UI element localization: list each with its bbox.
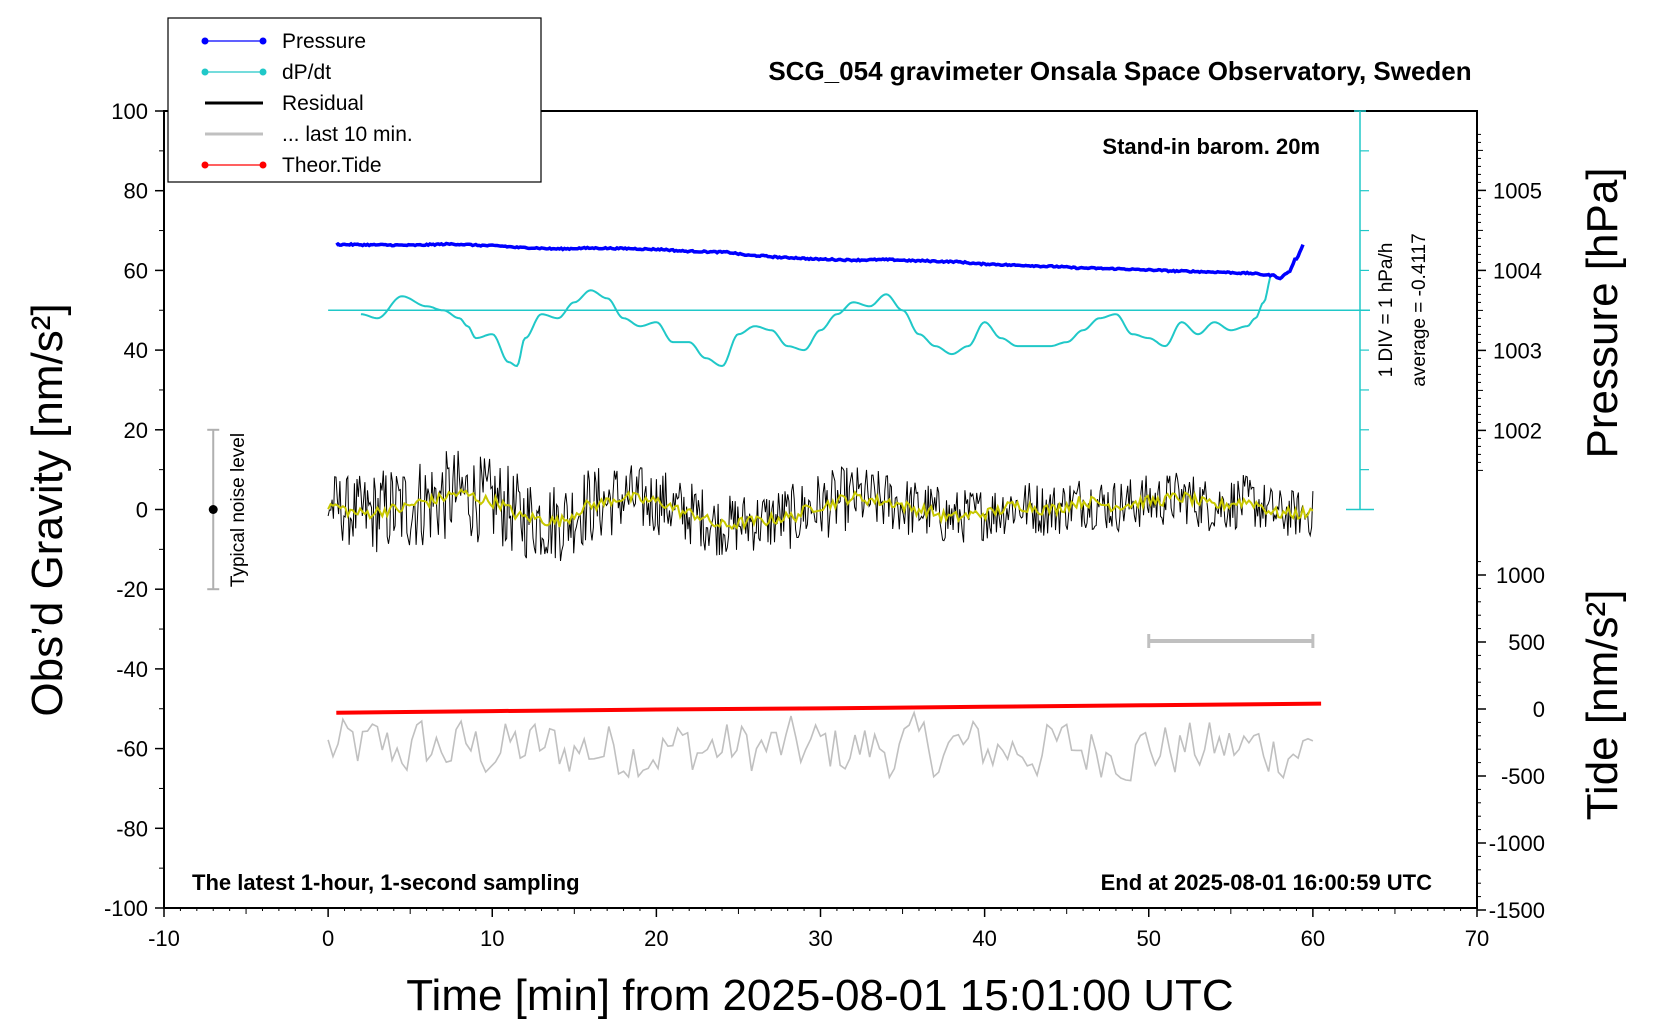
pressure-tick-label: 1003 [1493,338,1542,363]
legend-label: Pressure [282,30,366,53]
tide-axis-title: Tide [nm/s²] [1578,590,1627,821]
noise-level-center-dot [208,505,218,514]
y-tick-label: 80 [124,179,148,204]
chart-title: SCG_054 gravimeter Onsala Space Observat… [768,56,1471,86]
end-time-note: End at 2025-08-01 16:00:59 UTC [1101,870,1432,895]
pressure-axis-title: Pressure [hPa] [1578,167,1627,458]
legend-swatch-dot [201,68,209,76]
tide-tick-label: 500 [1508,630,1545,655]
series-layer [327,241,1370,782]
pressure-tick-label: 1002 [1493,418,1542,443]
y-tick-label: -80 [116,816,148,841]
last10-series-line [327,710,1314,782]
y-tick-label: -40 [116,657,148,682]
legend-swatch-dot [259,161,267,169]
x-tick-label: 50 [1137,926,1161,951]
y-tick-label: 100 [111,99,148,124]
x-tick-label: 0 [322,926,334,951]
tide-series-line [336,701,1322,715]
div-label: 1 DIV = 1 hPa/h [1376,243,1397,378]
tide-tick-label: 1000 [1496,563,1545,588]
y-tick-label: 40 [124,338,148,363]
x-axis-ticks: -10 0 10 20 30 40 50 60 70 [148,908,1489,951]
y-tick-label: -60 [116,737,148,762]
legend-swatch-dot [201,37,209,45]
legend-box [167,17,542,183]
legend-swatch-dot [201,161,209,169]
x-tick-label: 60 [1301,926,1325,951]
legend-label: Residual [282,92,364,115]
y-tick-label: 0 [136,498,148,523]
y-tick-label: 20 [124,418,148,443]
x-tick-label: -10 [148,926,180,951]
tide-tick-label: -1500 [1489,898,1545,923]
residual-series-line [327,450,1314,562]
x-tick-label: 40 [972,926,996,951]
pressure-series-line [335,241,1305,281]
legend-label: ... last 10 min. [282,123,413,146]
x-tick-label: 30 [808,926,832,951]
pressure-tick-label: 1004 [1493,258,1542,283]
x-tick-label: 10 [480,926,504,951]
y-tick-label: -20 [116,577,148,602]
noise-level-label: Typical noise level [228,433,249,587]
y-tick-label: -100 [104,896,148,921]
residual-trend-line [327,488,1314,531]
x-axis-title: Time [min] from 2025-08-01 15:01:00 UTC [406,971,1233,1020]
legend-swatch-dot [259,37,267,45]
pressure-tick-label: 1005 [1493,178,1542,203]
tide-tick-label: -500 [1501,764,1545,789]
legend-entries: Pressure dP/dt Residual ... last 10 min. The… [201,30,413,177]
average-label: average = -0.4117 [1409,233,1430,386]
dpdt-series-line [360,276,1272,368]
tide-tick-label: 0 [1533,697,1545,722]
barometer-note: Stand-in barom. 20m [1102,134,1320,159]
y-tick-label: 60 [124,258,148,283]
tide-axis-ticks: 1000 500 0 -500 -1000 -1500 [1477,561,1545,923]
x-tick-label: 70 [1465,926,1489,951]
legend: Pressure dP/dt Residual ... last 10 min. The… [167,17,542,183]
sampling-note: The latest 1-hour, 1-second sampling [192,870,580,895]
extras-layer [207,110,1374,649]
legend-label: Theor.Tide [282,154,382,177]
legend-label: dP/dt [282,61,331,84]
legend-swatch-dot [259,68,267,76]
pressure-axis-ticks: 1005 1004 1003 1002 [1477,133,1542,471]
y-axis-ticks: 100 80 60 40 20 0 -20 -40 -60 -80 -100 [104,99,164,921]
y-axis-title: Obs’d Gravity [nm/s²] [23,303,72,716]
x-tick-label: 20 [644,926,668,951]
tide-tick-label: -1000 [1489,831,1545,856]
